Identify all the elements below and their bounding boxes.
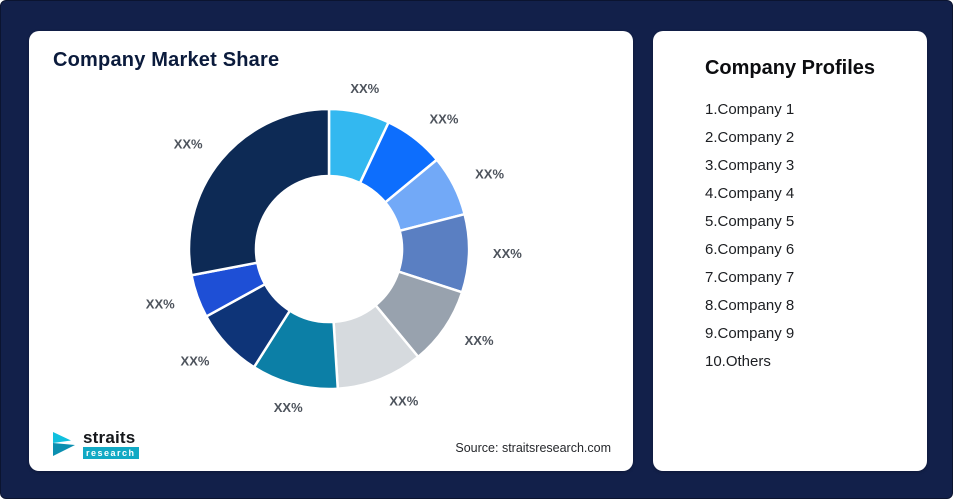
company-profiles-card: Company Profiles 1.Company 1 2.Company 2 3… (653, 31, 927, 471)
segment-label: XX% (350, 81, 379, 96)
chart-title: Company Market Share (53, 49, 280, 71)
segment-label: XX% (389, 393, 418, 408)
segment-label: XX% (475, 167, 504, 182)
profile-item: 3.Company 3 (705, 157, 795, 174)
profiles-list: 1.Company 1 2.Company 2 3.Company 3 4.Compa… (653, 96, 927, 376)
segment-label: XX% (493, 246, 522, 261)
profile-item: 7.Company 7 (705, 269, 795, 286)
source-attribution: Source: straitsresearch.com (455, 441, 611, 455)
profile-item: 5.Company 5 (705, 213, 795, 230)
straits-logo-icon (53, 432, 75, 456)
profile-item: 10.Others (705, 353, 771, 370)
segment-label: XX% (174, 136, 203, 151)
profile-item: 4.Company 4 (705, 185, 795, 202)
straits-research-logo: straits research (51, 429, 139, 459)
profiles-title: Company Profiles (704, 57, 876, 79)
segment-label: XX% (274, 400, 303, 415)
donut-chart: XX% XX% XX% XX% XX% XX% XX% XX% XX% XX% (146, 81, 522, 415)
logo-name: straits (83, 428, 136, 447)
segment-label: XX% (181, 353, 210, 368)
logo-subtitle: research (83, 447, 139, 459)
profile-item: 2.Company 2 (705, 129, 795, 146)
segment-label: XX% (146, 297, 175, 312)
segment-label: XX% (465, 333, 494, 348)
logo-text: straits research (83, 429, 139, 459)
segment-label: XX% (430, 111, 459, 126)
profile-item: 9.Company 9 (705, 325, 795, 342)
profile-item: 1.Company 1 (705, 101, 795, 118)
donut-segment-10 (187, 107, 331, 277)
profile-item: 6.Company 6 (705, 241, 795, 258)
profile-item: 8.Company 8 (705, 297, 795, 314)
market-share-card: Company Market Share XX% XX% XX% XX% XX% XX% X… (29, 31, 633, 471)
